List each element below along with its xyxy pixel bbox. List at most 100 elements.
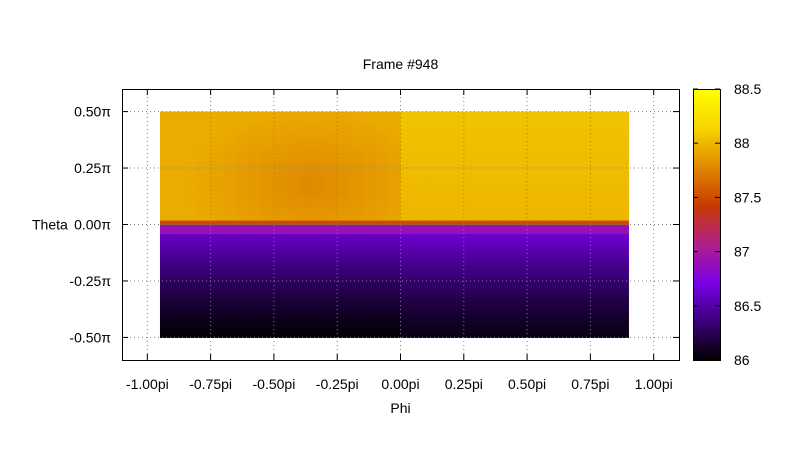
heatmap-cell (223, 147, 237, 153)
heatmap-cell (603, 179, 617, 185)
heatmap-cell (185, 116, 199, 122)
heatmap-cell (514, 323, 528, 329)
heatmap-cell (387, 256, 402, 262)
heatmap-cell (299, 210, 313, 217)
heatmap-cell (185, 247, 199, 253)
heatmap-cell (362, 125, 376, 131)
heatmap-cell (590, 260, 604, 266)
heatmap-cell (337, 319, 351, 325)
heatmap-cell (514, 319, 528, 325)
heatmap-cell (527, 292, 541, 298)
heatmap-cell (400, 138, 414, 144)
heatmap-cell (159, 238, 174, 244)
heatmap-cell (172, 192, 186, 198)
heatmap-cell (159, 323, 174, 329)
heatmap-cell (337, 143, 351, 149)
heatmap-cell (172, 314, 186, 320)
heatmap-cell (476, 134, 490, 140)
heatmap-cell (235, 224, 250, 230)
heatmap-cell (324, 278, 338, 284)
heatmap-cell (185, 201, 199, 208)
heatmap-cell (311, 129, 326, 135)
y-tick-label: -0.50π (69, 329, 111, 345)
heatmap-cell (387, 129, 402, 135)
heatmap-cell (527, 183, 541, 189)
heatmap-cell (400, 161, 414, 167)
heatmap-cell (489, 269, 503, 275)
heatmap-cell (501, 283, 516, 289)
heatmap-cell (514, 147, 528, 153)
heatmap-cell (337, 301, 351, 307)
heatmap-cell (603, 274, 617, 280)
heatmap-cell (552, 251, 566, 257)
heatmap-cell (476, 323, 490, 329)
heatmap-cell (235, 111, 250, 117)
heatmap-cell (337, 174, 351, 180)
heatmap-cell (400, 224, 414, 230)
heatmap-cell (463, 210, 478, 217)
heatmap-cell (476, 201, 490, 208)
heatmap-cell (425, 179, 440, 185)
heatmap-cell (337, 242, 351, 248)
heatmap-cell (299, 314, 313, 320)
heatmap-cell (400, 301, 414, 307)
heatmap-cell (387, 183, 402, 189)
heatmap-cell (172, 152, 186, 158)
heatmap-cell (590, 206, 604, 212)
heatmap-cell (425, 197, 440, 203)
heatmap-cell (463, 247, 478, 253)
heatmap-cell (210, 170, 224, 176)
heatmap-cell (349, 224, 364, 230)
heatmap-cell (311, 247, 326, 253)
heatmap-cell (539, 129, 554, 135)
heatmap-cell (565, 265, 579, 271)
heatmap-cell (552, 242, 566, 248)
heatmap-cell (286, 129, 300, 135)
heatmap-cell (552, 111, 566, 117)
heatmap-cell (400, 238, 414, 244)
heatmap-cell (451, 274, 465, 280)
heatmap-cell (463, 301, 478, 307)
heatmap-cell (185, 287, 199, 293)
heatmap-cell (273, 116, 288, 122)
heatmap-cell (514, 260, 528, 266)
heatmap-cell (501, 116, 516, 122)
heatmap-cell (311, 192, 326, 198)
heatmap-cell (438, 210, 452, 217)
heatmap-cell (425, 278, 440, 284)
heatmap-cell (210, 192, 224, 198)
heatmap-cell (159, 224, 174, 230)
heatmap-cell (603, 265, 617, 271)
heatmap-cell (210, 269, 224, 275)
heatmap-cell (172, 224, 186, 230)
heatmap-cell (248, 129, 262, 135)
heatmap-cell (615, 305, 629, 311)
heatmap-cell (577, 147, 591, 153)
heatmap-cell (324, 197, 338, 203)
heatmap-cell (552, 287, 566, 293)
heatmap-cell (451, 224, 465, 230)
heatmap-cell (362, 147, 376, 153)
heatmap-cell (235, 269, 250, 275)
heatmap-cell (603, 292, 617, 298)
heatmap-cell (273, 129, 288, 135)
heatmap-cell (172, 206, 186, 212)
heatmap-cell (210, 229, 224, 235)
heatmap-cell (349, 170, 364, 176)
heatmap-cell (565, 138, 579, 144)
heatmap-cell (425, 129, 440, 135)
heatmap-cell (273, 197, 288, 203)
heatmap-cell (248, 247, 262, 253)
heatmap-cell (527, 125, 541, 131)
heatmap-cell (590, 161, 604, 167)
heatmap-cell (235, 260, 250, 266)
heatmap-cell (223, 129, 237, 135)
heatmap-cell (286, 265, 300, 271)
heatmap-cell (463, 269, 478, 275)
heatmap-cell (248, 296, 262, 302)
heatmap-cell (565, 156, 579, 162)
heatmap-cell (565, 247, 579, 253)
heatmap-cell (375, 224, 389, 230)
heatmap-cell (603, 138, 617, 144)
